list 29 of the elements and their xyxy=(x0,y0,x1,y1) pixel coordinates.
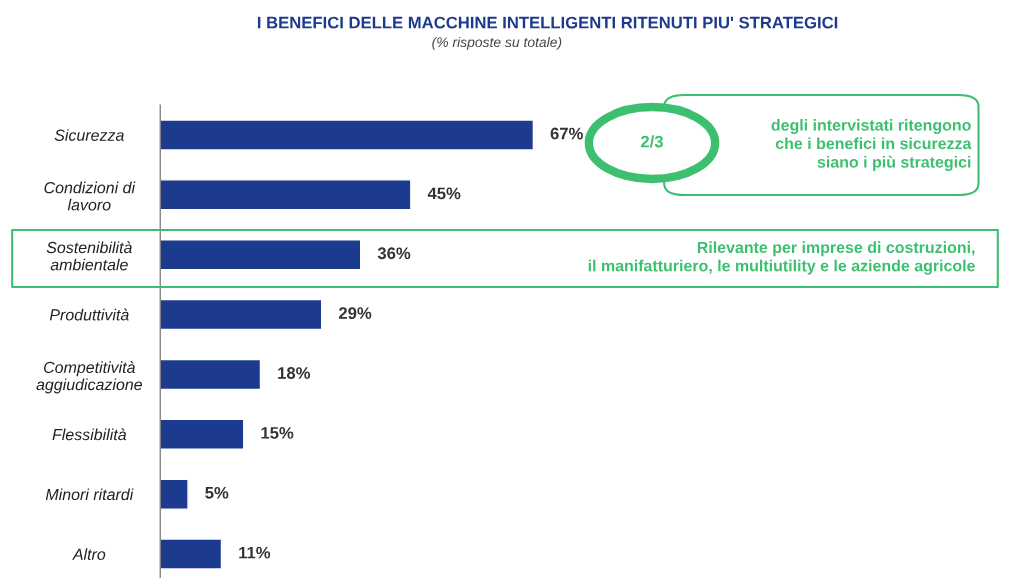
data-label: 18% xyxy=(278,367,311,379)
y-tick-label: Minori ritardi xyxy=(45,488,134,501)
y-tick-label: Sostenibilità ambientale xyxy=(46,241,132,271)
bar xyxy=(160,358,262,391)
y-tick-label: Produttività xyxy=(49,308,129,321)
bar xyxy=(160,298,323,331)
y-tick-label: Flessibilità xyxy=(52,428,127,441)
text: 2/3 xyxy=(640,135,663,148)
chart-title: I BENEFICI DELLE MACCHINE INTELLIGENTI RITENUTI PIU' STRATEGICI xyxy=(257,16,838,29)
text: Rilevante per imprese di costruzioni, il manifatturiero, le multiutility e le aziende agricole xyxy=(588,241,975,275)
bar xyxy=(160,478,189,510)
y-tick-label: Competitività aggiudicazione xyxy=(36,361,143,394)
y-tick-label: Sicurezza xyxy=(54,129,124,141)
chart-subtitle: (% risposte su totale) xyxy=(432,36,562,50)
data-label: 29% xyxy=(338,307,372,320)
bar xyxy=(160,418,245,450)
data-label: 36% xyxy=(377,247,411,260)
bar xyxy=(160,179,412,211)
text: degli intervistati ritengono che i benefici in sicurezza siano i più strategici xyxy=(771,119,972,171)
y-tick-label: Altro xyxy=(72,548,106,560)
y-tick-label: Condizioni di lavoro xyxy=(44,181,136,211)
data-label: 67% xyxy=(550,127,583,140)
bar xyxy=(160,239,362,271)
data-label: 5% xyxy=(205,486,229,499)
data-label: 45% xyxy=(427,187,461,200)
bar xyxy=(160,538,223,570)
data-label: 11% xyxy=(239,546,271,559)
data-label: 15% xyxy=(261,427,294,439)
bar xyxy=(160,119,535,151)
